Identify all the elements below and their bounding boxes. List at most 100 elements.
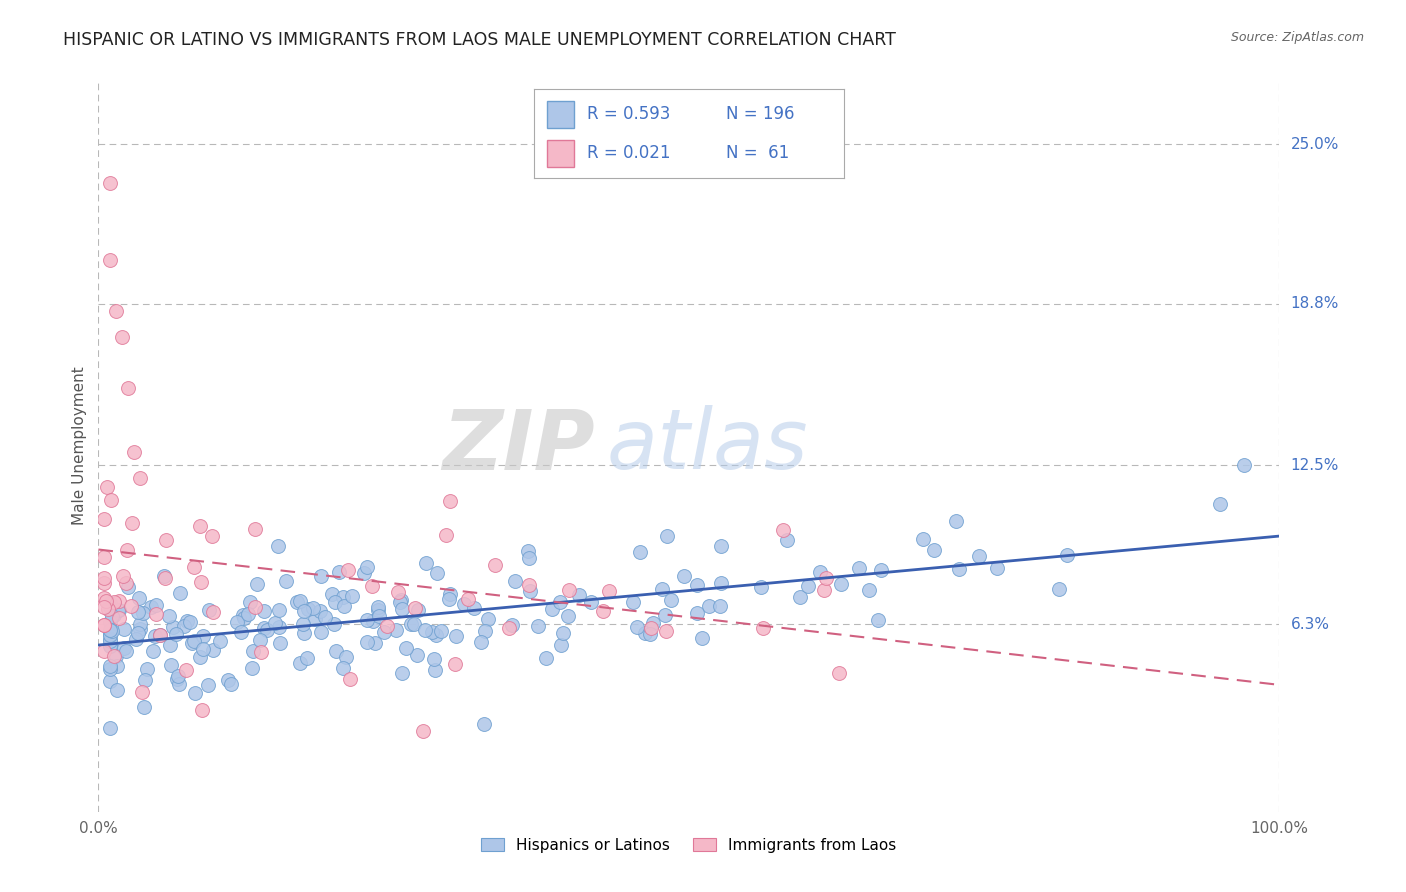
- Point: [423, 652, 446, 666]
- Point: [167, 677, 190, 691]
- Point: [96, 594, 118, 608]
- Point: [335, 649, 357, 664]
- Point: [100, 493, 122, 508]
- Point: [309, 569, 332, 583]
- Point: [101, 609, 124, 624]
- Point: [426, 566, 449, 580]
- Point: [288, 657, 311, 671]
- Point: [243, 599, 266, 614]
- Point: [96, 480, 118, 494]
- Point: [115, 543, 138, 558]
- Point: [356, 635, 378, 649]
- Point: [179, 615, 201, 629]
- Point: [752, 621, 775, 635]
- Point: [412, 724, 434, 739]
- Point: [828, 666, 851, 681]
- Point: [111, 569, 134, 583]
- Point: [813, 582, 835, 597]
- Point: [772, 524, 794, 538]
- Point: [395, 640, 418, 655]
- Point: [174, 663, 197, 677]
- Point: [121, 516, 143, 531]
- Point: [166, 669, 188, 683]
- Bar: [547, 101, 575, 128]
- Point: [686, 578, 709, 592]
- Point: [103, 595, 125, 609]
- Point: [332, 661, 354, 675]
- Point: [122, 445, 145, 459]
- Point: [169, 586, 191, 600]
- Point: [233, 611, 256, 625]
- Point: [114, 644, 136, 658]
- Point: [808, 565, 831, 579]
- Point: [98, 639, 121, 653]
- Point: [159, 638, 181, 652]
- Point: [673, 569, 696, 583]
- Point: [246, 577, 269, 591]
- Point: [336, 563, 359, 577]
- Point: [209, 634, 232, 648]
- Point: [104, 648, 127, 663]
- Point: [231, 624, 253, 639]
- Point: [239, 595, 262, 609]
- Point: [797, 578, 820, 592]
- Point: [117, 580, 139, 594]
- Point: [425, 663, 447, 677]
- Point: [98, 638, 121, 652]
- Point: [391, 665, 413, 680]
- Point: [710, 539, 733, 553]
- Point: [364, 636, 387, 650]
- Point: [143, 630, 166, 644]
- Point: [191, 641, 214, 656]
- Point: [134, 673, 156, 688]
- Legend: Hispanics or Latinos, Immigrants from Laos: Hispanics or Latinos, Immigrants from La…: [475, 831, 903, 859]
- Point: [375, 619, 398, 633]
- Point: [709, 599, 731, 614]
- Point: [401, 617, 423, 632]
- Point: [114, 575, 136, 590]
- Point: [323, 617, 346, 632]
- Point: [149, 628, 172, 642]
- Point: [184, 686, 207, 700]
- Point: [328, 566, 350, 580]
- Point: [1209, 497, 1232, 511]
- Point: [519, 583, 541, 598]
- Point: [201, 642, 224, 657]
- Point: [404, 601, 426, 615]
- Point: [191, 629, 214, 643]
- Point: [945, 514, 967, 528]
- Point: [361, 579, 384, 593]
- Point: [202, 605, 225, 619]
- Point: [107, 594, 129, 608]
- Point: [135, 662, 157, 676]
- Point: [93, 599, 115, 614]
- Point: [190, 519, 212, 533]
- Point: [173, 619, 195, 633]
- Point: [291, 617, 314, 632]
- Point: [93, 618, 115, 632]
- Point: [292, 626, 315, 640]
- Point: [253, 621, 276, 635]
- Point: [287, 595, 309, 609]
- Point: [128, 591, 150, 605]
- Point: [638, 627, 661, 641]
- Point: [127, 626, 149, 640]
- Point: [387, 585, 409, 599]
- Point: [453, 597, 475, 611]
- Point: [1233, 458, 1256, 473]
- Point: [339, 672, 361, 686]
- Point: [267, 540, 290, 554]
- Point: [295, 651, 318, 665]
- Point: [641, 616, 664, 631]
- Point: [288, 594, 311, 608]
- Point: [548, 595, 571, 609]
- Point: [149, 628, 172, 642]
- Point: [117, 381, 139, 395]
- Point: [413, 624, 436, 638]
- Point: [112, 641, 135, 656]
- Point: [128, 622, 150, 636]
- Point: [160, 658, 183, 673]
- Text: R = 0.593: R = 0.593: [586, 105, 671, 123]
- Point: [131, 685, 153, 699]
- Point: [105, 682, 128, 697]
